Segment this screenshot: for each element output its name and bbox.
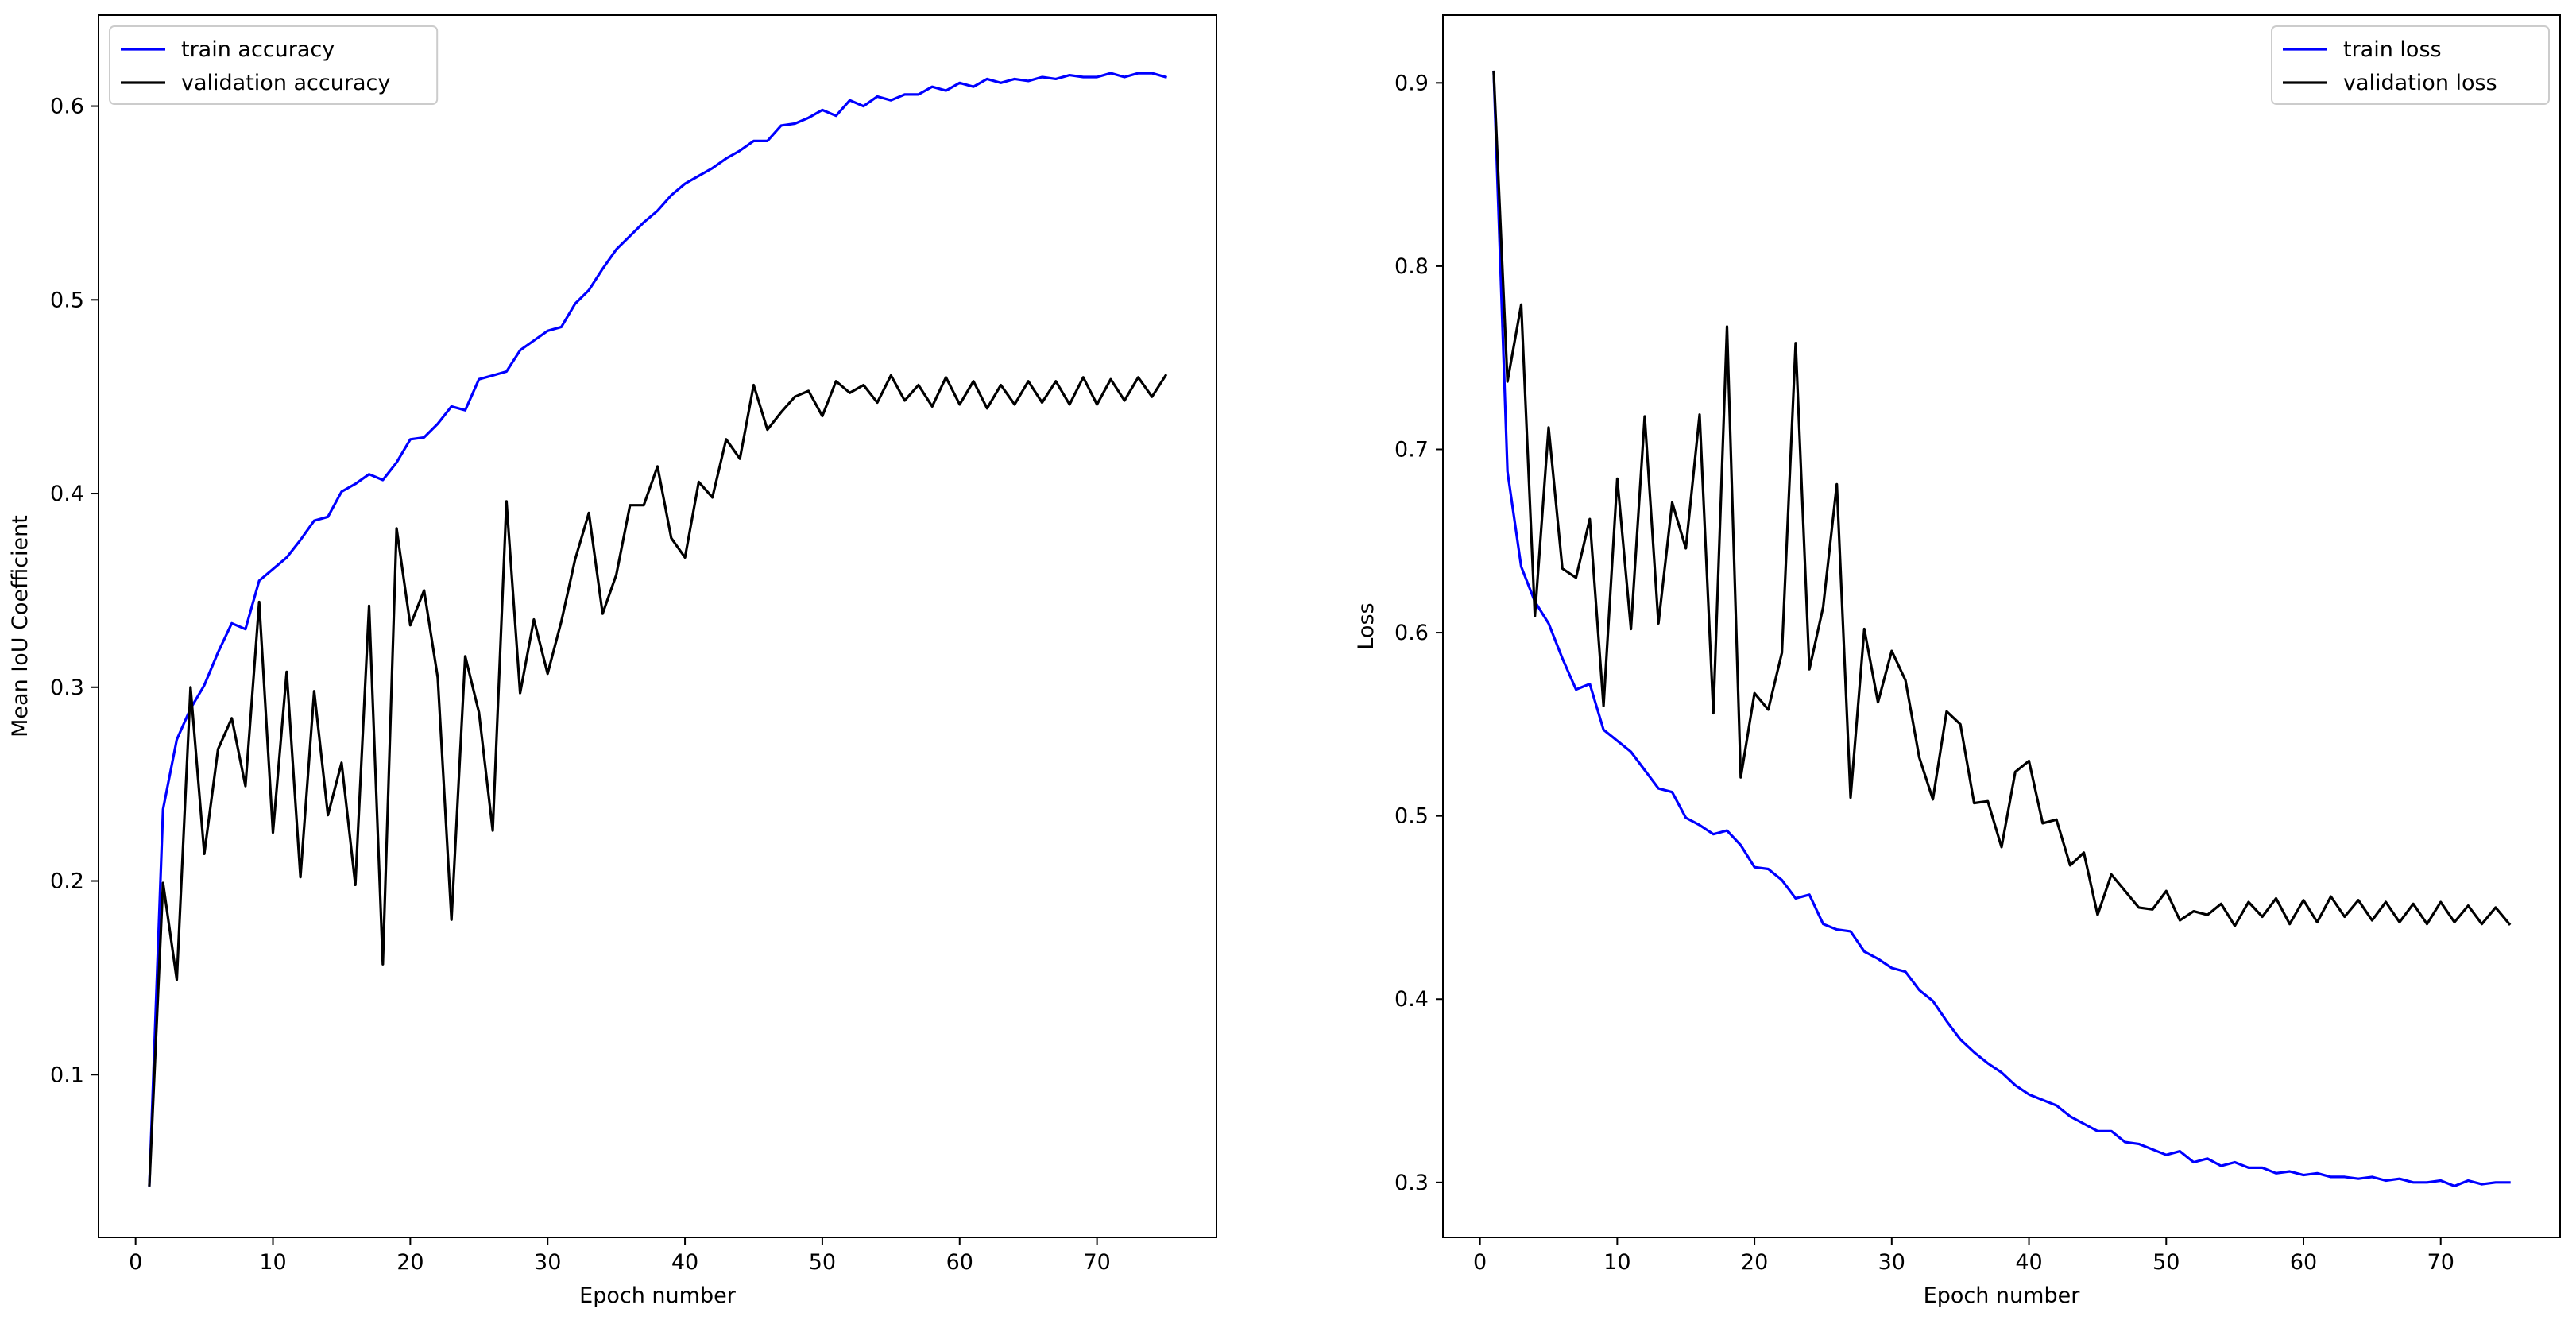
y-tick-label: 0.4 [1394,987,1429,1012]
y-tick-label: 0.9 [1394,71,1429,95]
y-axis-label: Mean IoU Coefficient [8,515,33,737]
plot-lines [148,72,1168,1187]
y-tick-label: 0.6 [1394,621,1429,645]
x-tick-label: 10 [259,1250,286,1275]
accuracy-chart: 0 10 20 30 40 50 60 70 0.1 0.2 0.3 0.4 0.5 0.6 Epoch n… [8,14,1217,1308]
x-tick-label: 40 [2015,1250,2042,1275]
series-line-validation-loss [1492,70,2512,927]
legend: train accuracy validation accuracy [109,25,439,105]
series-line-validation-accuracy [148,374,1168,1187]
y-axis-label: Loss [1354,602,1379,649]
y-tick-label: 0.5 [1394,804,1429,829]
x-tick-label: 10 [1603,1250,1630,1275]
x-tick-label: 60 [2290,1250,2317,1275]
y-tick-label: 0.3 [50,676,84,700]
legend-box [109,25,439,105]
x-tick-label: 20 [396,1250,424,1275]
legend-entry: train loss [2343,37,2442,62]
legend-entry: validation accuracy [181,71,390,95]
legend-entry: validation loss [2343,71,2497,95]
x-tick-label: 60 [946,1250,973,1275]
y-tick-label: 0.2 [50,869,84,894]
x-tick-label: 0 [129,1250,142,1275]
y-tick-label: 0.6 [50,95,84,119]
x-axis-label: Epoch number [579,1283,737,1308]
x-tick-label: 30 [534,1250,561,1275]
y-tick-label: 0.4 [50,482,84,506]
series-line-train-loss [1492,70,2511,1188]
x-tick-label: 20 [1741,1250,1768,1275]
y-tick-label: 0.1 [50,1063,84,1087]
legend: train loss validation loss [2271,25,2550,105]
plot-lines [1492,70,2512,1188]
series-line-train-accuracy [148,72,1167,1187]
plot-frame [1442,14,2561,1238]
y-tick-label: 0.7 [1394,437,1429,462]
y-tick-label: 0.5 [50,288,84,312]
x-tick-label: 50 [2152,1250,2180,1275]
x-tick-label: 50 [809,1250,836,1275]
x-tick-label: 0 [1473,1250,1487,1275]
plot-frame [98,14,1217,1238]
legend-entry: train accuracy [181,37,335,62]
x-axis-label: Epoch number [1924,1283,2081,1308]
loss-chart: 0 10 20 30 40 50 60 70 0.3 0.4 0.5 0.6 0.7 0.8 0.9 Epoc… [1354,14,2561,1308]
x-tick-label: 70 [2427,1250,2454,1275]
x-tick-label: 40 [671,1250,698,1275]
y-tick-label: 0.8 [1394,254,1429,279]
x-tick-label: 30 [1878,1250,1905,1275]
x-tick-label: 70 [1083,1250,1110,1275]
y-tick-label: 0.3 [1394,1171,1429,1195]
legend-box [2271,25,2550,105]
